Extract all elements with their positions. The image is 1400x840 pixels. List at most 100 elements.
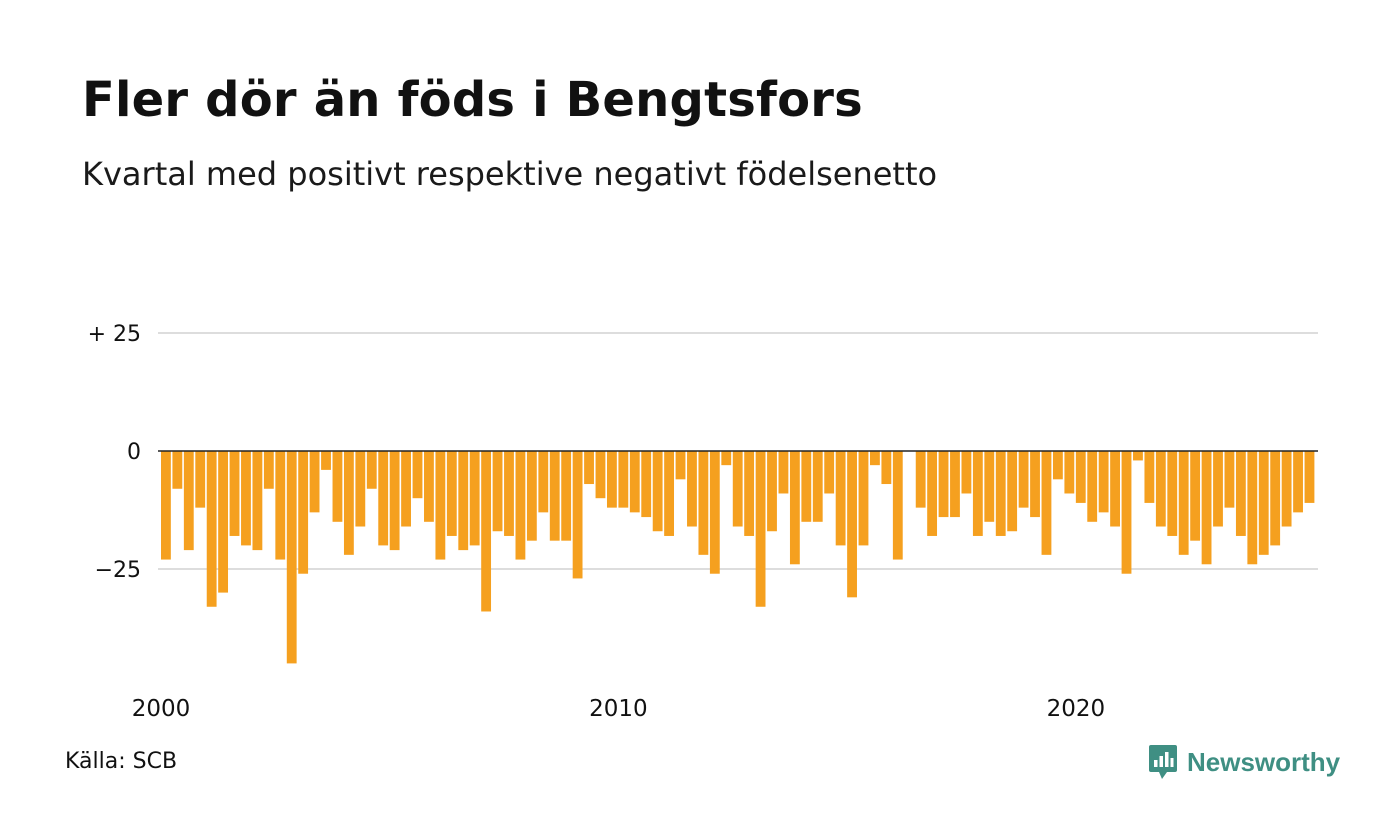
bar: [241, 451, 251, 546]
bar: [915, 451, 926, 508]
bar: [1075, 451, 1086, 503]
bar: [1098, 451, 1109, 513]
bar: [504, 451, 514, 536]
bar: [1007, 451, 1018, 532]
bar: [1270, 451, 1281, 546]
bar: [927, 451, 938, 536]
bar: [161, 451, 171, 560]
bar: [252, 451, 263, 551]
brand-logo[interactable]: Newsworthy: [1148, 744, 1340, 780]
source-note: Källa: SCB: [65, 749, 178, 774]
bar: [538, 451, 549, 513]
bar: [1178, 451, 1189, 555]
bar: [1144, 451, 1155, 503]
bar: [424, 451, 434, 522]
bar: [698, 451, 709, 555]
bar: [675, 451, 686, 480]
bar: [1224, 451, 1235, 508]
bar: [858, 451, 869, 546]
bar: [732, 451, 743, 527]
bar: [1258, 451, 1269, 555]
bar: [641, 451, 652, 518]
bar: [172, 451, 183, 489]
bar: [721, 451, 732, 466]
y-tick-label: + 25: [88, 322, 141, 347]
bar: [938, 451, 949, 518]
bar: [1110, 451, 1120, 527]
bar: [1052, 451, 1063, 480]
bar: [618, 451, 629, 508]
bar: [767, 451, 777, 532]
bar: [229, 451, 240, 536]
bar: [584, 451, 594, 485]
bar: [1087, 451, 1098, 522]
bar: [275, 451, 286, 560]
bar: [309, 451, 320, 513]
bar: [847, 451, 857, 598]
bar: [183, 451, 194, 551]
bar: [1121, 451, 1132, 574]
bar: [1190, 451, 1201, 541]
axes: + 25 0 −25 2000 2010 2020: [88, 322, 1318, 722]
x-tick-label: 2010: [589, 696, 648, 722]
bar: [687, 451, 697, 527]
bar: [950, 451, 960, 518]
bar: [1041, 451, 1052, 555]
bar: [298, 451, 309, 574]
bar: [321, 451, 331, 470]
bar: [1018, 451, 1029, 508]
bar: [1235, 451, 1246, 536]
bar: [778, 451, 789, 494]
bar: [1030, 451, 1040, 518]
bar: [984, 451, 995, 522]
bar: [1167, 451, 1178, 536]
bar: [561, 451, 572, 541]
bar: [1293, 451, 1303, 513]
bar: [1304, 451, 1315, 503]
bar: [789, 451, 800, 565]
bar: [961, 451, 972, 494]
bar: [1201, 451, 1212, 565]
bar: [206, 451, 217, 607]
bar: [1155, 451, 1166, 527]
bar: [286, 451, 297, 664]
newsworthy-chart-bubble-icon: [1149, 745, 1177, 779]
bar: [366, 451, 377, 489]
bar: [870, 451, 880, 466]
bar: [515, 451, 526, 560]
bar: [1064, 451, 1075, 494]
bar: [412, 451, 423, 499]
bar: [664, 451, 675, 536]
brand-name: Newsworthy: [1187, 746, 1341, 777]
bar: [881, 451, 892, 485]
bar: [812, 451, 823, 522]
y-tick-label: 0: [127, 440, 141, 465]
bar: [1133, 451, 1143, 461]
bar: [549, 451, 560, 541]
bar: [835, 451, 846, 546]
bar: [709, 451, 720, 574]
bar: [744, 451, 755, 536]
x-tick-label: 2000: [132, 696, 191, 722]
bar: [824, 451, 835, 494]
bar: [435, 451, 446, 560]
bars: [161, 451, 1315, 664]
bar: [481, 451, 492, 612]
bar: [1281, 451, 1292, 527]
bar: [595, 451, 606, 499]
chart-title: Fler dör än föds i Bengtsfors: [82, 72, 863, 128]
bar: [492, 451, 503, 532]
bar: [355, 451, 366, 527]
bar: [332, 451, 343, 522]
bar: [972, 451, 983, 536]
bar: [526, 451, 537, 541]
bar: [263, 451, 274, 489]
chart-subtitle: Kvartal med positivt respektive negativt…: [82, 155, 938, 193]
y-tick-label: −25: [95, 558, 141, 583]
bar: [755, 451, 766, 607]
bar: [1213, 451, 1223, 527]
bar: [801, 451, 812, 522]
x-tick-label: 2020: [1047, 696, 1106, 722]
bar: [401, 451, 411, 527]
